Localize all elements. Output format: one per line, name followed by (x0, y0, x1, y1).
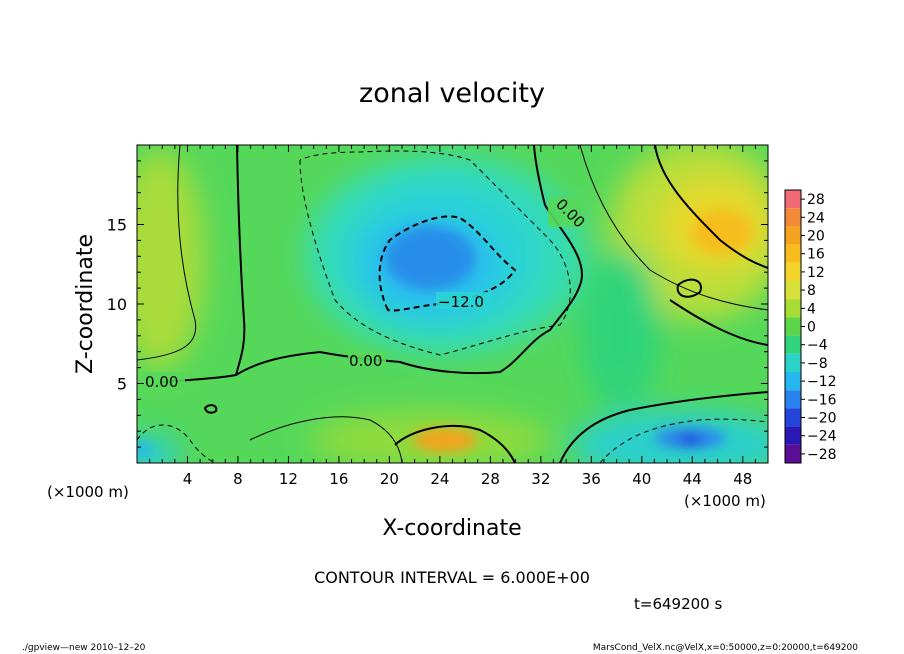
colorbar-label: 8 (807, 283, 816, 299)
contour-small-loop (676, 278, 702, 298)
colorbar-label: 4 (807, 301, 816, 317)
colorbar-segment (785, 317, 801, 336)
contour-plus6-right (579, 145, 768, 311)
contour-zero-left (159, 145, 246, 383)
x-axis-ticks: 4 8 12 16 20 24 28 32 36 40 44 48 (149, 145, 756, 488)
colorbar-segment (785, 226, 801, 245)
contour-label-1: 0.00 (145, 373, 178, 391)
colorbar-label: 12 (807, 265, 825, 281)
colorbar-segment (785, 208, 801, 227)
x-tick-label: 8 (233, 470, 243, 488)
colorbar-label: −24 (807, 429, 837, 445)
heatmap-field (137, 145, 768, 463)
colorbar-segment (785, 299, 801, 318)
time-stamp: t=649200 s (634, 595, 722, 613)
colorbar: 28 24 20 16 12 8 4 0 −4 −8 −12 −16 −20 −24 −28 (784, 189, 837, 464)
x-tick-label: 4 (183, 470, 193, 488)
chart-title: zonal velocity (359, 78, 545, 109)
x-tick-label: 48 (733, 470, 752, 488)
colorbar-label: 20 (807, 229, 825, 245)
contour-zero-right (654, 145, 768, 269)
colorbar-segment (785, 262, 801, 281)
x-tick-label: 32 (531, 470, 550, 488)
contour-small-loop-2 (203, 404, 218, 414)
colorbar-segment (785, 244, 801, 263)
contour-label-2: 0.00 (349, 352, 382, 370)
contour-zero-bottom-mid (394, 424, 516, 463)
x-tick-label: 28 (481, 470, 500, 488)
x-tick-label: 24 (430, 470, 449, 488)
x-tick-label: 44 (683, 470, 702, 488)
colorbar-segment (785, 353, 801, 372)
y-tick-label: 15 (107, 216, 127, 235)
contour-plus6-bottom (249, 416, 403, 463)
colorbar-label: 28 (807, 192, 825, 208)
contour-minus6-lowright (599, 418, 768, 463)
colorbar-label: −8 (807, 356, 828, 372)
x-axis-label: X-coordinate (382, 516, 521, 541)
y-tick-label: 10 (107, 295, 127, 314)
colorbar-label: −16 (807, 392, 837, 408)
x-tick-label: 12 (279, 470, 298, 488)
contour-lines (137, 145, 768, 463)
x-tick-label: 40 (632, 470, 651, 488)
footer-right: MarsCond_VelX.nc@VelX,x=0:50000,z=0:2000… (593, 643, 858, 653)
colorbar-label: 16 (807, 247, 825, 263)
colorbar-segment (785, 426, 801, 445)
x-tick-label: 16 (329, 470, 348, 488)
x-tick-label: 36 (582, 470, 601, 488)
colorbar-label: −20 (807, 411, 837, 427)
colorbar-label: −4 (807, 338, 828, 354)
contour-minus6 (299, 150, 571, 356)
colorbar-label: −12 (807, 374, 837, 390)
footer-left: ./gpview—new 2010–12–20 (22, 643, 146, 653)
y-axis-label: Z-coordinate (73, 234, 98, 374)
colorbar-segment (785, 372, 801, 391)
contour-interval: CONTOUR INTERVAL = 6.000E+00 (314, 568, 590, 587)
colorbar-segment (785, 281, 801, 300)
colorbar-segment (785, 335, 801, 354)
x-unit-label: (×1000 m) (684, 492, 766, 510)
y-axis-ticks: 5 10 15 (107, 160, 768, 448)
y-tick-label: 5 (117, 375, 127, 394)
contour-minus6-lowleft (137, 424, 216, 463)
contour-label-4: −12.0 (438, 293, 484, 311)
contour-zero-bottom (559, 391, 768, 463)
colorbar-label: 0 (807, 320, 816, 336)
colorbar-label: −28 (807, 447, 837, 463)
y-unit-label: (×1000 m) (47, 483, 129, 501)
contour-zero-lowright (669, 299, 768, 346)
contour-plus6-left (137, 145, 197, 361)
colorbar-segment (785, 444, 801, 463)
contour-label-group: 0.00 0.00 0.00 −12.0 (143, 195, 589, 391)
colorbar-segment (785, 390, 801, 409)
x-tick-label: 20 (380, 470, 399, 488)
colorbar-segment (785, 190, 801, 209)
colorbar-label: 24 (807, 210, 825, 226)
colorbar-segment (785, 408, 801, 427)
